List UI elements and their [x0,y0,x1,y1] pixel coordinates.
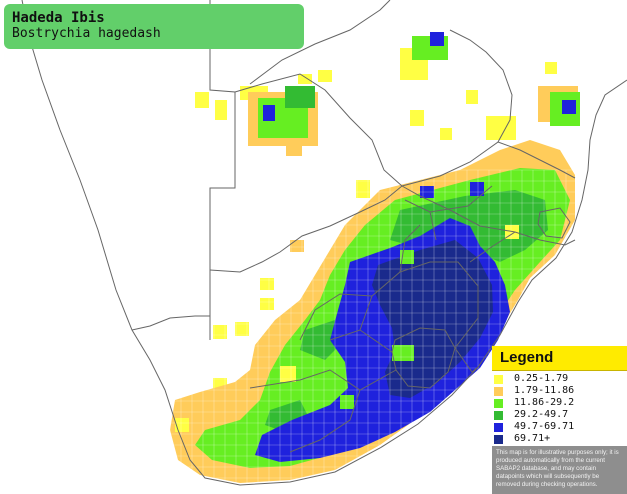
range-patch [213,325,227,339]
provincial-lines-north [404,185,493,241]
legend-item: 49.7-69.71 [492,421,627,433]
legend-swatch [494,411,503,420]
range-patch [505,225,519,239]
range-patch [195,92,209,108]
legend-swatch [494,375,503,384]
range-patch [410,110,424,126]
lesotho-border [391,327,456,389]
range-patch [298,74,312,84]
range-patch [392,345,414,361]
range-patch [562,100,576,114]
range-patch [263,105,275,121]
legend-label: 1.79-11.86 [514,385,575,396]
legend-header: Legend [492,346,627,371]
range-patch [280,366,296,382]
disclaimer-box: This map is for illustrative purposes on… [492,446,627,494]
range-patch [235,322,249,336]
legend-item: 0.25-1.79 [492,373,627,385]
range-patch [340,395,354,409]
legend-swatch [494,387,503,396]
legend-swatch [494,435,503,444]
eswatini-border [537,207,571,239]
botswana-zimbabwe-border [234,73,403,187]
orange-river-border [131,315,210,331]
range-patch [318,70,332,82]
legend-label: 29.2-49.7 [514,409,569,420]
zimbabwe-mozambique-border [401,29,513,187]
namibia-border [209,0,236,340]
species-common-name: Hadeda Ibis [12,10,105,26]
disclaimer-text: This map is for illustrative purposes on… [496,449,619,488]
species-title-box: Hadeda Ibis Bostrychia hagedash [4,4,304,49]
mozambique-border [497,141,576,179]
range-patch [285,86,315,108]
range-patch [286,140,302,156]
legend-item: 1.79-11.86 [492,385,627,397]
provincial-lines [249,224,516,453]
legend-item: 11.86-29.2 [492,397,627,409]
range-patch [545,62,557,74]
range-patch [356,180,370,198]
coastline [21,0,627,486]
legend-title: Legend [500,349,554,366]
distribution-fill [170,32,580,483]
range-patch [440,128,452,140]
legend-swatch [494,399,503,408]
legend-item: 29.2-49.7 [492,409,627,421]
legend-label: 0.25-1.79 [514,373,569,384]
range-patch [290,240,304,252]
range-patch [260,298,274,310]
range-patch [420,186,434,198]
legend-label: 11.86-29.2 [514,397,575,408]
legend-swatch [494,423,503,432]
species-scientific-name: Bostrychia hagedash [12,26,161,41]
legend-label: 69.71+ [514,433,551,444]
botswana-sa-border [209,185,403,273]
sa-mozambique-border [401,185,576,246]
zambezi-border [249,0,391,85]
range-patch [466,90,478,104]
legend-list: 0.25-1.79 1.79-11.86 11.86-29.2 29.2-49.… [492,373,627,446]
range-patch [260,278,274,290]
range-patch [215,100,227,120]
range-darkgreen [300,320,340,360]
range-patch [400,250,414,264]
country-borders [21,0,627,486]
range-patch [470,182,484,196]
range-patch [430,32,444,46]
range-patch [175,418,189,432]
legend-panel: Legend 0.25-1.79 1.79-11.86 11.86-29.2 2… [492,346,627,494]
legend-item: 69.71+ [492,433,627,445]
legend-label: 49.7-69.71 [514,421,575,432]
